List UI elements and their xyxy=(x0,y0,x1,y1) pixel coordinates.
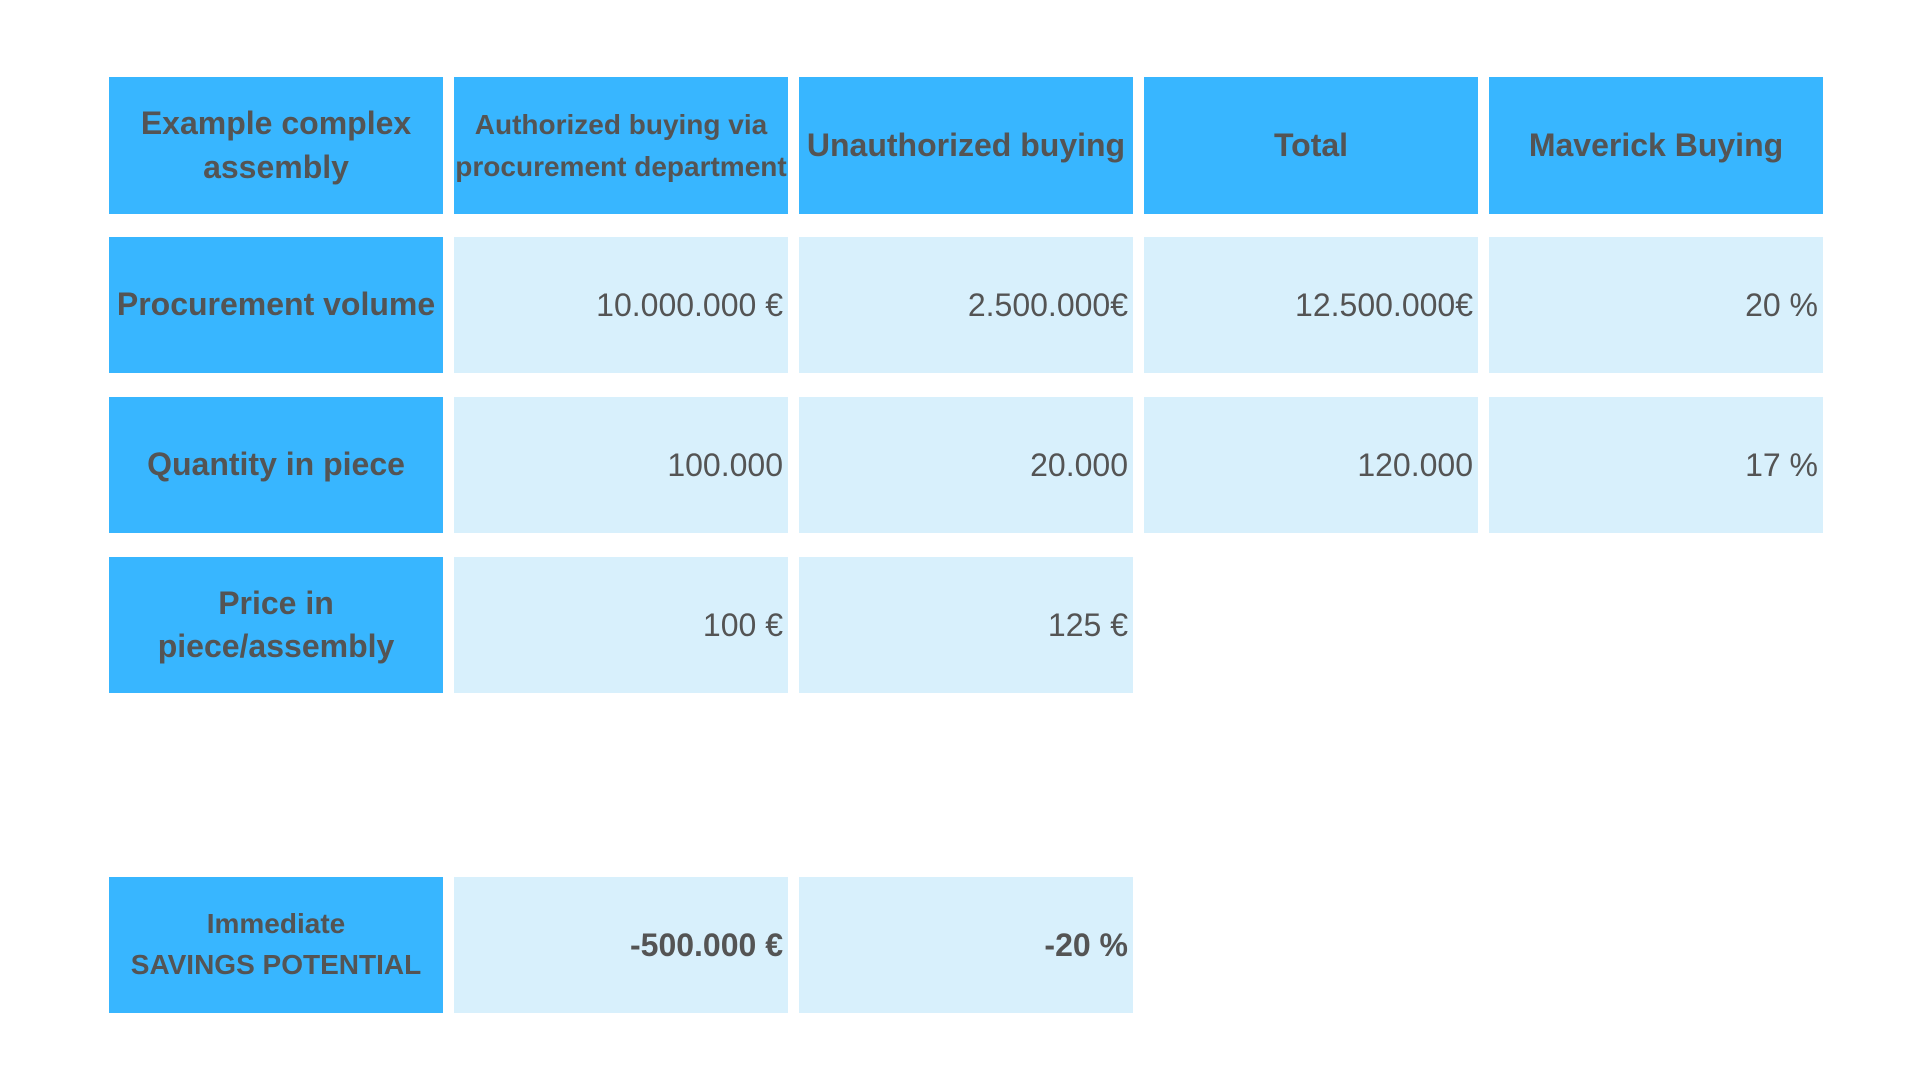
header-unauthorized-cell: Unauthorized buying xyxy=(799,77,1133,214)
header-total-cell: Total xyxy=(1144,77,1478,214)
cell-value: 17 % xyxy=(1745,446,1818,483)
cell-value: 120.000 xyxy=(1357,446,1473,483)
procurement-volume-maverick-cell: 20 % xyxy=(1489,237,1823,373)
row-label-text: Quantity in piece xyxy=(147,446,405,483)
cell-value: 20 % xyxy=(1745,286,1818,323)
row-label-text: Price in piece/assembly xyxy=(157,584,395,664)
header-total-label: Total xyxy=(1273,126,1349,163)
price-unauthorized-cell: 125 € xyxy=(799,557,1133,693)
cell-value: 100.000 xyxy=(667,446,783,483)
cell-value: 100 € xyxy=(702,606,783,643)
savings-label: Immediate SAVINGS POTENTIAL xyxy=(131,904,421,985)
cell-value: -500.000 € xyxy=(629,926,783,963)
cell-value: 12.500.000€ xyxy=(1295,286,1473,323)
header-authorized-label: Authorized buying via procurement depart… xyxy=(455,108,787,182)
row-label-savings: Immediate SAVINGS POTENTIAL xyxy=(109,877,443,1013)
row-label-procurement-volume: Procurement volume xyxy=(109,237,443,373)
header-maverick-cell: Maverick Buying xyxy=(1489,77,1823,214)
savings-percent-cell: -20 % xyxy=(799,877,1133,1013)
savings-absolute-cell: -500.000 € xyxy=(454,877,788,1013)
header-authorized-cell: Authorized buying via procurement depart… xyxy=(454,77,788,214)
procurement-volume-unauthorized-cell: 2.500.000€ xyxy=(799,237,1133,373)
row-label-quantity: Quantity in piece xyxy=(109,397,443,533)
header-corner-cell: Example complex assembly xyxy=(109,77,443,214)
header-unauthorized-label: Unauthorized buying xyxy=(806,126,1126,163)
savings-label-line1: Immediate xyxy=(206,908,346,940)
header-maverick-label: Maverick Buying xyxy=(1528,126,1784,163)
cell-value: 20.000 xyxy=(1030,446,1128,483)
quantity-maverick-cell: 17 % xyxy=(1489,397,1823,533)
row-label-text: Procurement volume xyxy=(116,286,436,323)
cell-value: 10.000.000 € xyxy=(596,286,783,323)
quantity-unauthorized-cell: 20.000 xyxy=(799,397,1133,533)
cell-value: 125 € xyxy=(1047,606,1128,643)
procurement-volume-authorized-cell: 10.000.000 € xyxy=(454,237,788,373)
procurement-volume-total-cell: 12.500.000€ xyxy=(1144,237,1478,373)
header-corner-label: Example complex assembly xyxy=(140,105,412,185)
cell-value: 2.500.000€ xyxy=(967,286,1128,323)
quantity-total-cell: 120.000 xyxy=(1144,397,1478,533)
quantity-authorized-cell: 100.000 xyxy=(454,397,788,533)
cell-value: -20 % xyxy=(1044,926,1128,963)
row-label-price: Price in piece/assembly xyxy=(109,557,443,693)
price-authorized-cell: 100 € xyxy=(454,557,788,693)
savings-label-line2: SAVINGS POTENTIAL xyxy=(130,949,422,980)
